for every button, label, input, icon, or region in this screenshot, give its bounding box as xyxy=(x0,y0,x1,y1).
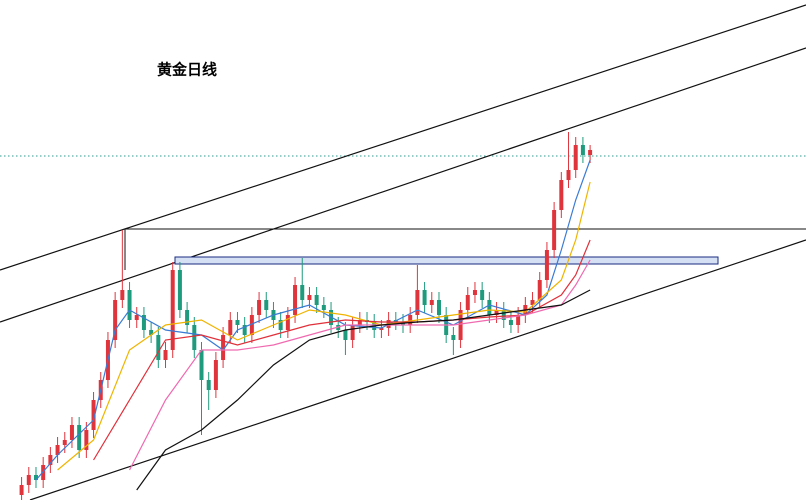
channel-line xyxy=(0,47,806,323)
candle-body xyxy=(552,210,557,250)
candle-body xyxy=(221,335,226,360)
candle-body xyxy=(285,315,290,330)
candle-body xyxy=(559,180,564,210)
candle-body xyxy=(206,380,211,390)
moving-average xyxy=(93,239,591,461)
candle-body xyxy=(213,360,218,390)
candle-body xyxy=(293,285,298,315)
moving-average xyxy=(57,181,591,471)
candle-body xyxy=(487,300,492,315)
candle-body xyxy=(170,270,175,350)
candle-body xyxy=(48,455,53,465)
candle-body xyxy=(472,290,477,295)
candle-body xyxy=(465,295,470,310)
candle-body xyxy=(120,290,125,300)
candle-body xyxy=(33,475,38,480)
candle-body xyxy=(573,145,578,170)
candle-body xyxy=(134,315,139,320)
candle-body xyxy=(343,330,348,340)
candle-body xyxy=(321,305,326,310)
resistance-zone xyxy=(174,256,719,265)
candle-body xyxy=(415,290,420,315)
candle-body xyxy=(249,315,254,335)
chart-title: 黄金日线 xyxy=(157,61,217,79)
candle-body xyxy=(458,310,463,340)
candle-body xyxy=(451,335,456,340)
candle-body xyxy=(192,325,197,350)
candle-body xyxy=(149,330,154,335)
candle-body xyxy=(436,300,441,315)
candle-body xyxy=(508,320,513,325)
candle-body xyxy=(307,295,312,300)
moving-average xyxy=(35,159,591,481)
support-line xyxy=(29,239,806,500)
candle-body xyxy=(199,350,204,380)
channel-line xyxy=(0,4,806,271)
candle-body xyxy=(314,295,319,305)
candle-body xyxy=(300,285,305,300)
candle-body xyxy=(235,320,240,325)
candle-body xyxy=(530,300,535,305)
candle-body xyxy=(278,320,283,330)
candle-body xyxy=(69,425,74,440)
candle-body xyxy=(55,445,60,455)
candle-body xyxy=(228,320,233,335)
candle-body xyxy=(113,300,118,340)
candle-body xyxy=(84,430,89,450)
candle-body xyxy=(156,335,161,360)
candle-body xyxy=(480,290,485,300)
candle-body xyxy=(19,485,24,495)
candle-body xyxy=(257,300,262,315)
candle-body xyxy=(494,310,499,315)
candle-body xyxy=(91,400,96,430)
candle-body xyxy=(408,315,413,325)
candle-body xyxy=(544,250,549,280)
candle-body xyxy=(62,440,67,445)
candle-body xyxy=(26,475,31,485)
candle-body xyxy=(516,315,521,325)
candle-body xyxy=(242,325,247,335)
candle-body xyxy=(264,300,269,310)
candle-body xyxy=(127,290,132,320)
candle-body xyxy=(357,320,362,325)
candle-body xyxy=(163,350,168,360)
candle-body xyxy=(185,310,190,325)
candle-body xyxy=(537,280,542,300)
candle-body xyxy=(422,290,427,305)
candle-body xyxy=(177,270,182,310)
candle-body xyxy=(379,328,384,330)
candle-body xyxy=(350,325,355,340)
candle-body xyxy=(580,145,585,155)
candle-body xyxy=(566,170,571,180)
candle-body xyxy=(429,300,434,305)
candle-body xyxy=(77,425,82,450)
candle-body xyxy=(588,150,593,155)
candle-body xyxy=(141,315,146,330)
moving-average xyxy=(129,259,591,471)
candle-body xyxy=(501,310,506,320)
moving-average xyxy=(136,289,591,491)
